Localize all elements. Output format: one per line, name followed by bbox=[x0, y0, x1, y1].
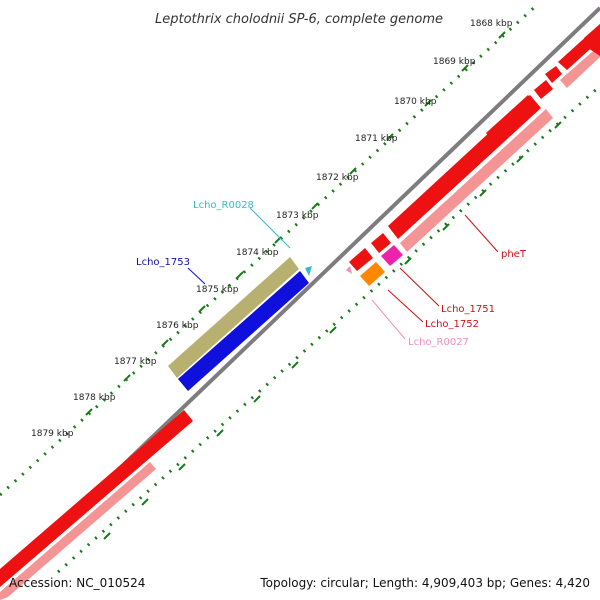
feature-light-upper[interactable] bbox=[560, 45, 600, 88]
tick-marks bbox=[85, 31, 506, 416]
inner-tick-marks bbox=[103, 121, 562, 540]
feature-red-upper-1[interactable] bbox=[486, 95, 537, 143]
feature-red-small-1[interactable] bbox=[371, 233, 391, 253]
feature-lcho-1752[interactable] bbox=[360, 262, 385, 286]
outer-dotted-track bbox=[0, 2, 540, 497]
leader-phet bbox=[464, 214, 499, 253]
feature-lcho-r0027[interactable] bbox=[346, 266, 352, 274]
leader-lcho-r0028 bbox=[249, 207, 291, 249]
tick-label-1875: 1875 kbp bbox=[196, 285, 239, 295]
tick-label-1868: 1868 kbp bbox=[470, 19, 513, 29]
leader-lcho-1753 bbox=[187, 267, 206, 285]
accession-label: Accession: NC_010524 bbox=[9, 576, 145, 590]
feature-red-small-2[interactable] bbox=[349, 248, 373, 271]
leader-lcho-1751 bbox=[399, 267, 440, 307]
cds-lower-left[interactable] bbox=[0, 410, 193, 587]
gene-label-lcho-1752[interactable]: Lcho_1752 bbox=[425, 319, 479, 330]
tick-label-1869: 1869 kbp bbox=[433, 57, 476, 67]
feature-phet-light[interactable] bbox=[400, 109, 553, 252]
tick-label-1872: 1872 kbp bbox=[316, 173, 359, 183]
feature-lcho-1751[interactable] bbox=[381, 245, 403, 266]
gene-label-lcho-1753[interactable]: Lcho_1753 bbox=[136, 257, 190, 268]
topology-label: Topology: circular; Length: 4,909,403 bp… bbox=[259, 576, 590, 590]
feature-red-upper-2[interactable] bbox=[534, 80, 553, 99]
feature-lcho-1753[interactable] bbox=[178, 271, 309, 391]
tick-label-1877: 1877 kbp bbox=[114, 357, 157, 367]
gene-label-phet[interactable]: pheT bbox=[501, 249, 527, 260]
tick-label-1871: 1871 kbp bbox=[355, 134, 398, 144]
inner-dotted-track bbox=[56, 84, 600, 574]
tick-label-1870: 1870 kbp bbox=[394, 97, 437, 107]
feature-lcho-r0028[interactable] bbox=[168, 257, 299, 378]
tick-label-1873: 1873 kbp bbox=[276, 211, 319, 221]
tick-label-1876: 1876 kbp bbox=[156, 321, 199, 331]
tick-label-1878: 1878 kbp bbox=[73, 393, 116, 403]
map-title: Leptothrix cholodnii SP-6, complete geno… bbox=[155, 12, 443, 27]
gene-label-lcho-r0028[interactable]: Lcho_R0028 bbox=[193, 200, 254, 211]
feature-red-top-right[interactable] bbox=[584, 24, 600, 56]
cds-lower-left-light[interactable] bbox=[0, 462, 156, 600]
tick-label-1874: 1874 kbp bbox=[236, 248, 279, 258]
gene-label-lcho-1751[interactable]: Lcho_1751 bbox=[441, 304, 495, 315]
tick-label-1879: 1879 kbp bbox=[31, 429, 74, 439]
feature-red-upper-3[interactable] bbox=[545, 66, 562, 83]
leader-lcho-1752 bbox=[387, 289, 424, 323]
feature-cyan-arrow[interactable] bbox=[305, 266, 312, 276]
gene-label-lcho-r0027[interactable]: Lcho_R0027 bbox=[408, 337, 469, 348]
leader-lcho-r0027 bbox=[371, 299, 406, 340]
